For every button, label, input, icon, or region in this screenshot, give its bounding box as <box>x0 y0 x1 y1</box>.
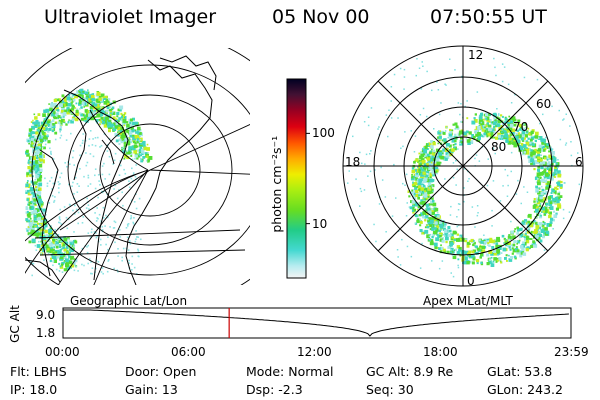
timeline-xtick-0000: 00:00 <box>45 345 80 359</box>
info-dsp: Dsp: -2.3 <box>246 382 303 397</box>
mlt-label-6: 6 <box>575 155 583 169</box>
mlat-label-70: 70 <box>513 120 529 134</box>
info-glon: GLon: 243.2 <box>487 382 563 397</box>
timeline-ytick-top: 9.0 <box>36 308 56 322</box>
colorbar <box>286 78 310 279</box>
mlat-label-80: 80 <box>491 140 507 154</box>
header-time: 07:50:55 UT <box>430 6 547 28</box>
mlt-label-12: 12 <box>468 48 484 62</box>
gc-altitude-curve <box>63 309 569 337</box>
mlt-label-18: 18 <box>345 155 361 169</box>
timeline-xtick-2359: 23:59 <box>554 345 589 359</box>
info-seq: Seq: 30 <box>366 382 414 397</box>
timeline-xtick-1800: 18:00 <box>423 345 458 359</box>
info-ip: IP: 18.0 <box>10 382 58 397</box>
timeline-xtick-1200: 12:00 <box>297 345 332 359</box>
right-panel-label: Apex MLat/MLT <box>423 294 513 308</box>
polar-plot <box>342 45 584 287</box>
colorbar-label: photon cm⁻²s⁻¹ <box>268 135 284 233</box>
colorbar-tick-100: 100 <box>312 126 335 141</box>
mlat-label-60: 60 <box>536 97 552 111</box>
altitude-timeline <box>62 307 572 339</box>
info-door: Door: Open <box>125 364 197 379</box>
lat-lon-grid <box>25 48 250 285</box>
aurora-emission-polar <box>347 57 581 278</box>
info-glat: GLat: 53.8 <box>487 364 553 379</box>
header-date: 05 Nov 00 <box>272 6 370 28</box>
colorbar-tick-10: 10 <box>312 216 328 231</box>
continent-outlines <box>25 55 217 285</box>
polar-grid <box>342 45 584 287</box>
info-gain: Gain: 13 <box>125 382 178 397</box>
geographic-map <box>25 48 250 285</box>
timeline-ylabel: GC Alt <box>8 305 22 343</box>
colorbar-ticks <box>306 132 310 225</box>
info-filter: Flt: LBHS <box>10 364 67 379</box>
timeline-xtick-0600: 06:00 <box>171 345 206 359</box>
info-gc-alt: GC Alt: 8.9 Re <box>366 364 454 379</box>
header-title: Ultraviolet Imager <box>44 6 217 28</box>
left-panel-label: Geographic Lat/Lon <box>70 294 188 308</box>
info-mode: Mode: Normal <box>246 364 334 379</box>
timeline-ytick-bottom: 1.8 <box>36 326 56 340</box>
mlt-label-0: 0 <box>467 274 475 288</box>
